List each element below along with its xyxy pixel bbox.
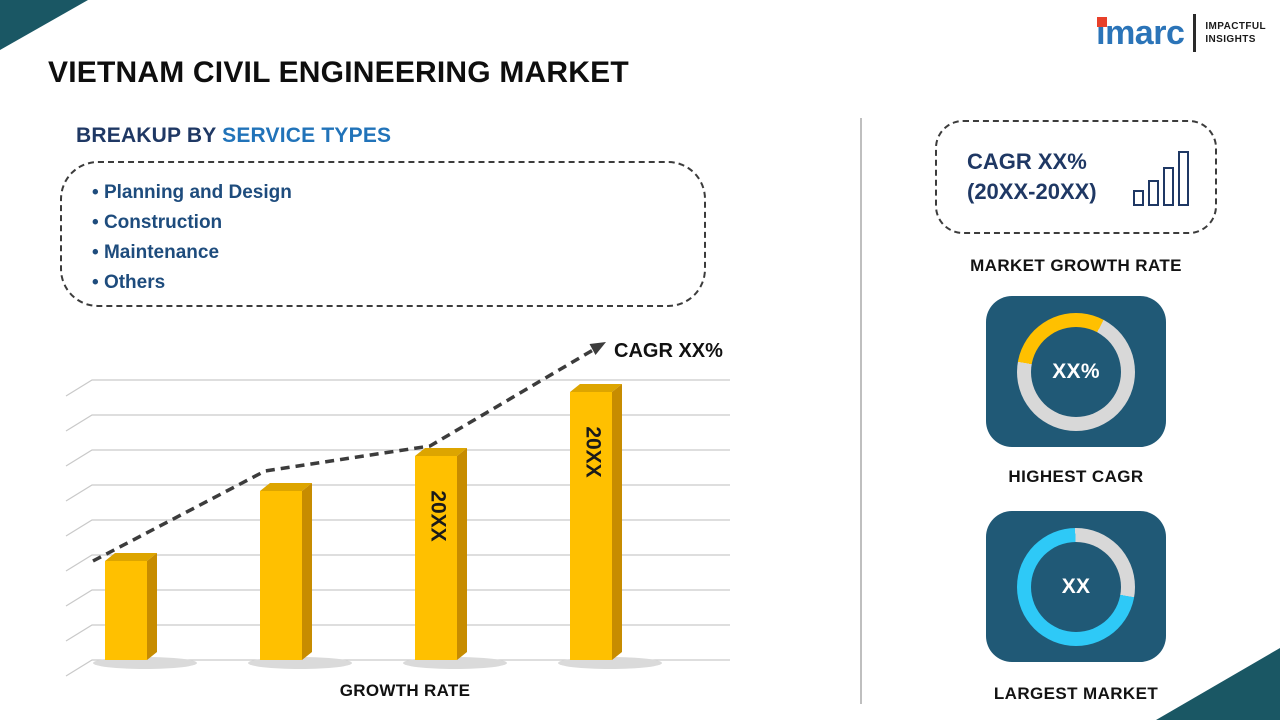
- right-panel: CAGR XX% (20XX-20XX) MARKET GROWTH RATE …: [880, 120, 1272, 704]
- logo-red-square-icon: [1097, 17, 1108, 27]
- service-type-item: Maintenance: [92, 238, 704, 268]
- service-type-item: Construction: [92, 208, 704, 238]
- gridline: [65, 624, 730, 642]
- gridline: [65, 554, 730, 572]
- service-type-item: Others: [92, 268, 704, 298]
- cagr-box: CAGR XX% (20XX-20XX): [935, 120, 1217, 234]
- gridline: [65, 484, 730, 502]
- bar-top-face: [570, 384, 622, 392]
- gridline: [65, 519, 730, 537]
- bar-side-face: [612, 384, 622, 660]
- vertical-divider: [860, 118, 862, 704]
- highest-cagr-donut: XX%: [1017, 312, 1135, 431]
- largest-market-label: LARGEST MARKET: [993, 684, 1159, 703]
- trend-arrowhead: [589, 342, 606, 355]
- growth-bar-chart: 20XX 20XX: [65, 342, 730, 677]
- breakup-heading-prefix: BREAKUP BY: [76, 124, 223, 147]
- bar-top-face: [415, 448, 467, 456]
- bar-side-face: [457, 448, 467, 660]
- page-title: VIETNAM CIVIL ENGINEERING MARKET: [48, 56, 629, 89]
- bar-label: 20XX: [581, 426, 604, 477]
- cagr-box-value: CAGR XX%: [967, 149, 1087, 175]
- highest-cagr-value: XX%: [1052, 359, 1100, 383]
- highest-cagr-tile: XX%: [986, 296, 1166, 447]
- bar: [260, 491, 302, 660]
- bar: [570, 392, 612, 660]
- largest-market-donut: XX: [1017, 527, 1135, 646]
- chart-x-label: GROWTH RATE: [339, 681, 471, 700]
- logo-tagline: IMPACTFUL INSIGHTS: [1205, 20, 1266, 46]
- service-types-list: Planning and DesignConstructionMaintenan…: [62, 178, 704, 298]
- logo-brand-word: imarc: [1096, 14, 1185, 52]
- largest-market-value: XX: [1061, 574, 1091, 598]
- bar-side-face: [147, 553, 157, 660]
- market-growth-rate-label: MARKET GROWTH RATE: [970, 256, 1182, 275]
- breakup-heading-highlight: SERVICE TYPES: [222, 124, 392, 147]
- logo-separator: [1193, 14, 1197, 52]
- cagr-box-period: (20XX-20XX): [967, 179, 1097, 204]
- imarc-logo: imarc IMPACTFUL INSIGHTS: [1096, 14, 1266, 52]
- largest-market-tile: XX: [986, 511, 1166, 662]
- gridline: [65, 659, 730, 677]
- trend-arrow-line: [92, 348, 594, 563]
- ascending-bar-chart-icon: [1133, 148, 1189, 206]
- corner-accent-top-left: [0, 0, 88, 50]
- breakup-heading: BREAKUP BY SERVICE TYPES: [76, 124, 391, 148]
- bar: [415, 456, 457, 660]
- cagr-box-text: CAGR XX% (20XX-20XX): [967, 147, 1097, 206]
- bar-side-face: [302, 483, 312, 660]
- bar-top-face: [260, 483, 312, 491]
- cagr-annotation: CAGR XX%: [614, 340, 723, 362]
- bar-label: 20XX: [426, 490, 449, 541]
- bar-top-face: [105, 553, 157, 561]
- gridline: [65, 449, 730, 467]
- gridline: [65, 414, 730, 432]
- logo-tagline-line2: INSIGHTS: [1205, 34, 1256, 45]
- highest-cagr-label: HIGHEST CAGR: [1008, 467, 1144, 486]
- imarc-logo-text: imarc: [1096, 14, 1185, 52]
- service-type-item: Planning and Design: [92, 178, 704, 208]
- gridline: [65, 379, 730, 397]
- bar: [105, 561, 147, 660]
- logo-tagline-line1: IMPACTFUL: [1205, 21, 1266, 32]
- service-types-box: Planning and DesignConstructionMaintenan…: [60, 161, 706, 307]
- gridline: [65, 589, 730, 607]
